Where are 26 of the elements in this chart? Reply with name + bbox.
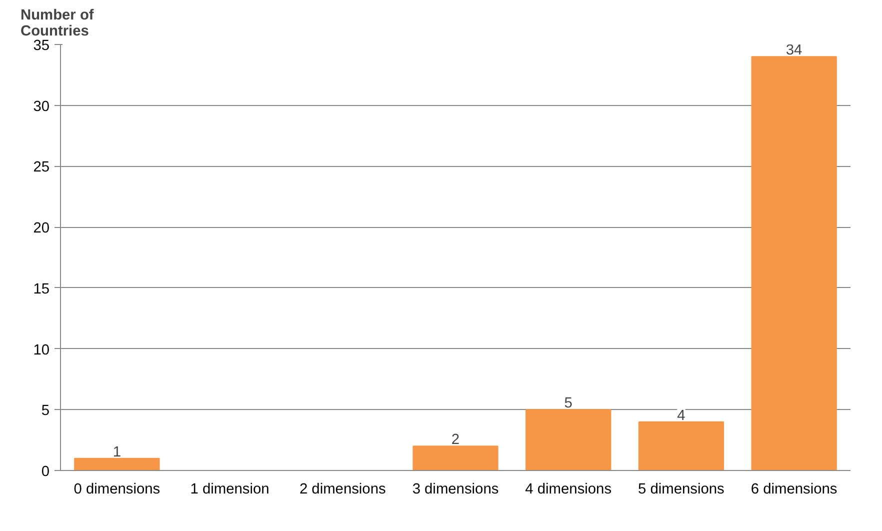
data-label: 34 xyxy=(786,42,802,59)
bar xyxy=(412,446,498,470)
x-tick-label: 3 dimensions xyxy=(412,482,499,498)
y-tick-label: 20 xyxy=(33,220,50,237)
data-label: 4 xyxy=(677,408,686,424)
x-tick-label: 2 dimensions xyxy=(299,482,386,498)
y-tick-label: 0 xyxy=(41,464,50,480)
y-axis-title: Number of Countries xyxy=(20,8,94,40)
y-tick-label: 5 xyxy=(41,403,50,420)
y-tick-label: 25 xyxy=(33,160,50,176)
bar xyxy=(74,458,160,470)
bar xyxy=(638,421,724,470)
y-tick-label: 10 xyxy=(33,342,50,358)
data-label: 2 xyxy=(451,432,460,448)
x-tick-label: 4 dimensions xyxy=(525,482,612,498)
x-tick-label: 6 dimensions xyxy=(750,482,838,498)
x-tick-label: 1 dimension xyxy=(190,482,270,498)
y-tick-label: 15 xyxy=(33,281,50,298)
y-tick-label: 30 xyxy=(33,98,50,115)
x-tick-label: 5 dimensions xyxy=(638,482,724,498)
bar xyxy=(526,409,612,470)
data-label: 5 xyxy=(564,396,572,412)
x-tick-label: 0 dimensions xyxy=(74,482,160,498)
bar xyxy=(751,56,837,470)
y-tick-label: 35 xyxy=(33,38,50,54)
data-label: 1 xyxy=(112,444,122,460)
